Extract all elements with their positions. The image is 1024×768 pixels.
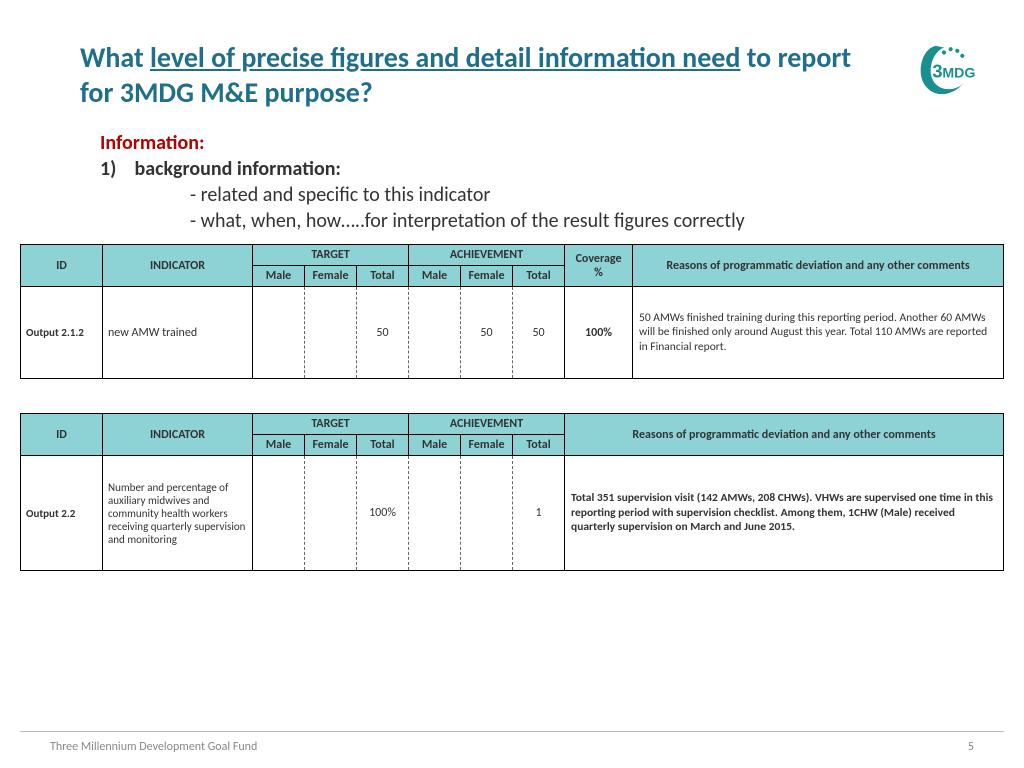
t2-a-total: 1 (513, 456, 565, 571)
th-id: ID (21, 245, 103, 287)
th2-a-male: Male (409, 435, 461, 456)
t1-coverage: 100% (565, 287, 633, 379)
th-indicator: INDICATOR (103, 245, 253, 287)
table2-row: Output 2.2 Number and percentage of auxi… (21, 456, 1004, 571)
th2-t-female: Female (305, 435, 357, 456)
th-t-total: Total (357, 266, 409, 287)
info-line1-num: 1) (100, 157, 116, 181)
table1-wrap: ID INDICATOR TARGET ACHIEVEMENT Coverage… (0, 244, 1024, 395)
t1-a-female: 50 (461, 287, 513, 379)
table1-row: Output 2.1.2 new AMW trained 50 50 50 10… (21, 287, 1004, 379)
th-coverage: Coverage % (565, 245, 633, 287)
th2-a-female: Female (461, 435, 513, 456)
t1-t-male (253, 287, 305, 379)
t1-a-total: 50 (513, 287, 565, 379)
th2-id: ID (21, 414, 103, 456)
th-achievement: ACHIEVEMENT (409, 245, 565, 266)
t1-t-total: 50 (357, 287, 409, 379)
th2-achievement: ACHIEVEMENT (409, 414, 565, 435)
t2-indicator: Number and percentage of auxiliary midwi… (103, 456, 253, 571)
t2-id: Output 2.2 (21, 456, 103, 571)
th-a-female: Female (461, 266, 513, 287)
table2: ID INDICATOR TARGET ACHIEVEMENT Reasons … (20, 413, 1004, 571)
slide-title: What level of precise figures and detail… (80, 40, 864, 110)
t2-t-male (253, 456, 305, 571)
t1-id: Output 2.1.2 (21, 287, 103, 379)
th2-t-male: Male (253, 435, 305, 456)
info-block: Information: 1) background information: … (0, 110, 1024, 244)
t1-indicator: new AMW trained (103, 287, 253, 379)
footer-left: Three Millennium Development Goal Fund (50, 740, 257, 754)
svg-text:MDG: MDG (942, 66, 975, 82)
th2-reasons: Reasons of programmatic deviation and an… (565, 414, 1004, 456)
th-t-male: Male (253, 266, 305, 287)
info-label: Information: (100, 130, 944, 156)
info-sub2: - what, when, how…..for interpretation o… (100, 208, 944, 234)
t2-t-total: 100% (357, 456, 409, 571)
info-sub1: - related and specific to this indicator (100, 182, 944, 208)
th-t-female: Female (305, 266, 357, 287)
th-target: TARGET (253, 245, 409, 266)
t2-reason: Total 351 supervision visit (142 AMWs, 2… (565, 456, 1004, 571)
title-underlined: level of precise figures and detail info… (150, 40, 740, 75)
th-reasons: Reasons of programmatic deviation and an… (633, 245, 1004, 287)
t2-t-female (305, 456, 357, 571)
t1-reason: 50 AMWs finished training during this re… (633, 287, 1004, 379)
th2-a-total: Total (513, 435, 565, 456)
info-line1-text: background information: (134, 157, 340, 181)
t2-a-female (461, 456, 513, 571)
th2-target: TARGET (253, 414, 409, 435)
t1-t-female (305, 287, 357, 379)
logo-3mdg: 3 MDG (884, 40, 984, 100)
th2-t-total: Total (357, 435, 409, 456)
t1-a-male (409, 287, 461, 379)
svg-text:3: 3 (932, 61, 942, 82)
th-a-male: Male (409, 266, 461, 287)
slide-footer: Three Millennium Development Goal Fund 5 (20, 731, 1004, 754)
t2-a-male (409, 456, 461, 571)
table1: ID INDICATOR TARGET ACHIEVEMENT Coverage… (20, 244, 1004, 379)
title-part1: What (80, 40, 150, 75)
th2-indicator: INDICATOR (103, 414, 253, 456)
th-a-total: Total (513, 266, 565, 287)
footer-page-number: 5 (968, 740, 974, 754)
table2-wrap: ID INDICATOR TARGET ACHIEVEMENT Reasons … (0, 395, 1024, 587)
